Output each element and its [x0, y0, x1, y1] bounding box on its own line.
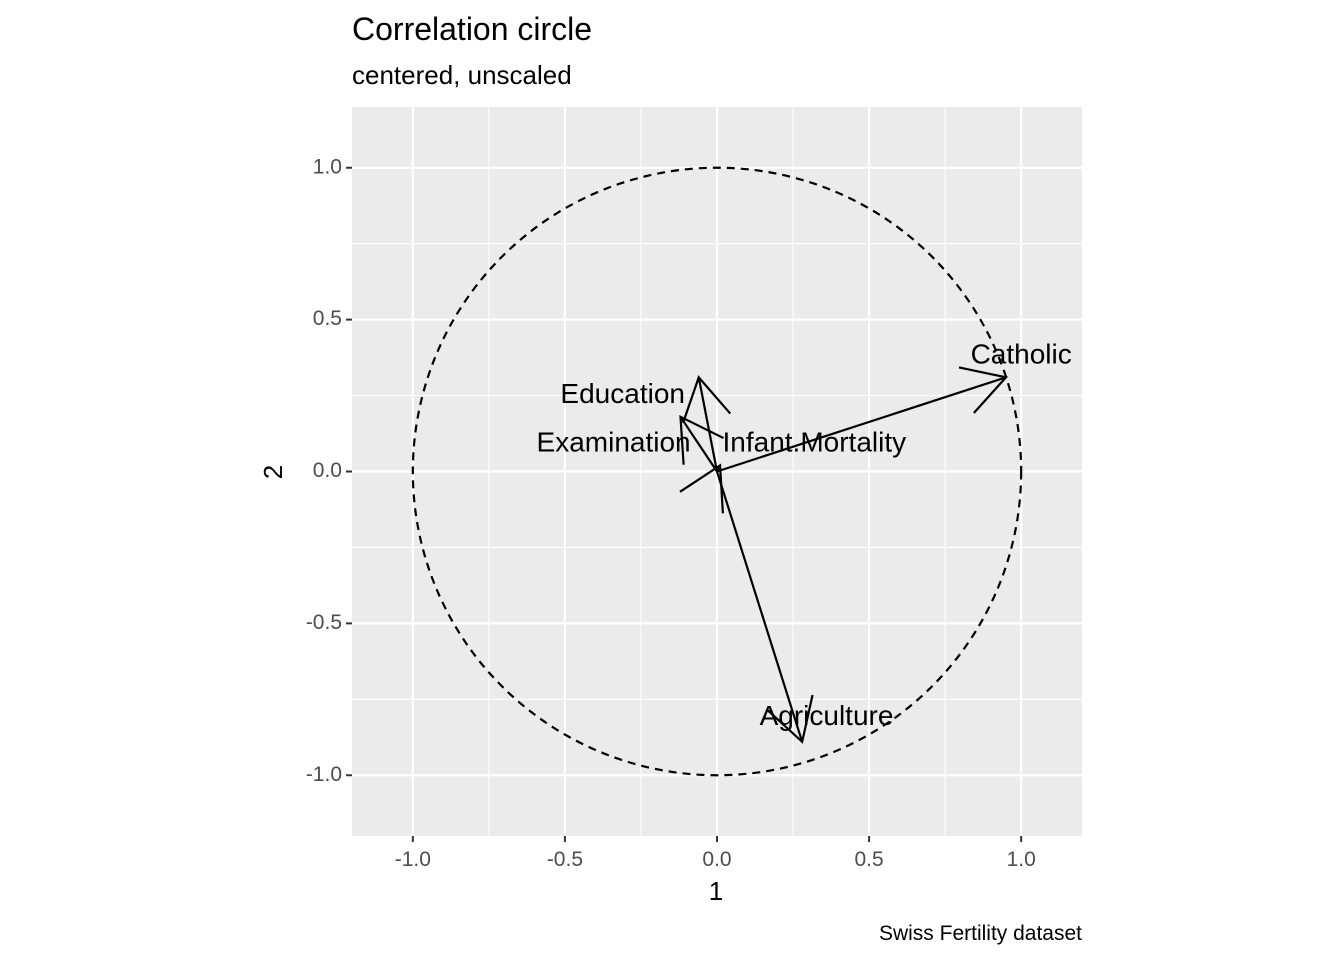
x-tick-label-2: 0.0 [702, 848, 731, 871]
y-tick-label-1: 0.5 [313, 307, 342, 330]
y-tick-label-2: 0.0 [313, 459, 342, 482]
variable-label-2: Education [560, 378, 685, 409]
y-axis-title: 2 [258, 465, 288, 479]
chart-subtitle: centered, unscaled [352, 60, 572, 90]
vector-2 [697, 377, 719, 472]
chart-caption: Swiss Fertility dataset [879, 922, 1082, 945]
vector-arrowhead-4 [679, 463, 724, 514]
variable-label-0: Agriculture [760, 700, 894, 731]
x-axis-title: 1 [709, 876, 723, 906]
y-tick-label-4: -1.0 [306, 763, 342, 786]
unit-circle-layer [411, 166, 1023, 777]
vector-arrowhead-2 [682, 375, 732, 424]
axis-ticks: -1.0 -0.5 0.0 0.5 1.0 1.0 0.5 0.0 -0.5 -1.0 [306, 155, 1036, 871]
x-tick-label-3: 0.5 [854, 848, 883, 871]
vector-0 [715, 471, 804, 743]
x-tick-label-0: -1.0 [395, 848, 431, 871]
unit-circle [411, 166, 1023, 777]
y-tick-label-3: -0.5 [306, 611, 342, 634]
chart-title: Correlation circle [352, 11, 592, 47]
variable-label-3: Catholic [971, 338, 1072, 369]
vector-arrowhead-0 [766, 694, 814, 744]
y-tick-label-0: 1.0 [313, 155, 342, 178]
loading-vectors [679, 366, 1009, 744]
vector-arrowhead-3 [958, 366, 1009, 414]
variable-label-4: Infant.Mortality [723, 427, 907, 458]
variable-label-1: Examination [537, 427, 691, 458]
x-tick-label-1: -0.5 [547, 848, 583, 871]
vector-3 [716, 376, 1007, 473]
x-tick-label-4: 1.0 [1007, 848, 1036, 871]
vector-1 [679, 416, 718, 473]
variable-labels: Agriculture Examination Education Catholic I… [537, 338, 1072, 730]
